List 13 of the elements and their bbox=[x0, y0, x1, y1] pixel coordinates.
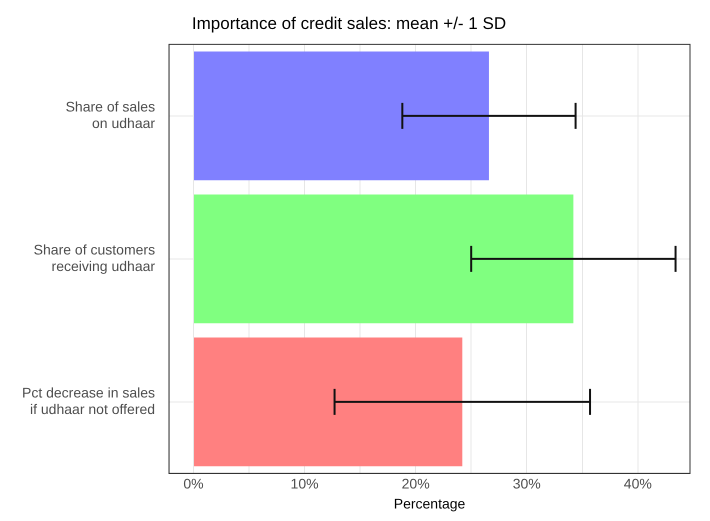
bar bbox=[194, 338, 462, 466]
x-tick-label: 10% bbox=[290, 476, 319, 492]
chart-title: Importance of credit sales: mean +/- 1 SD bbox=[192, 14, 506, 33]
x-tick-label: 40% bbox=[624, 476, 652, 492]
x-axis-title: Percentage bbox=[394, 495, 466, 512]
bar bbox=[194, 52, 489, 180]
bar bbox=[194, 194, 574, 324]
x-tick-label: 20% bbox=[402, 476, 430, 492]
x-tick-label: 30% bbox=[512, 476, 541, 492]
x-tick-label: 0% bbox=[183, 476, 204, 492]
y-tick-label: Share of sales on udhaar bbox=[66, 98, 156, 132]
y-tick-label: Pct decrease in sales if udhaar not offered bbox=[22, 384, 156, 418]
y-tick-label: Share of customers receiving udhaar bbox=[34, 241, 156, 274]
